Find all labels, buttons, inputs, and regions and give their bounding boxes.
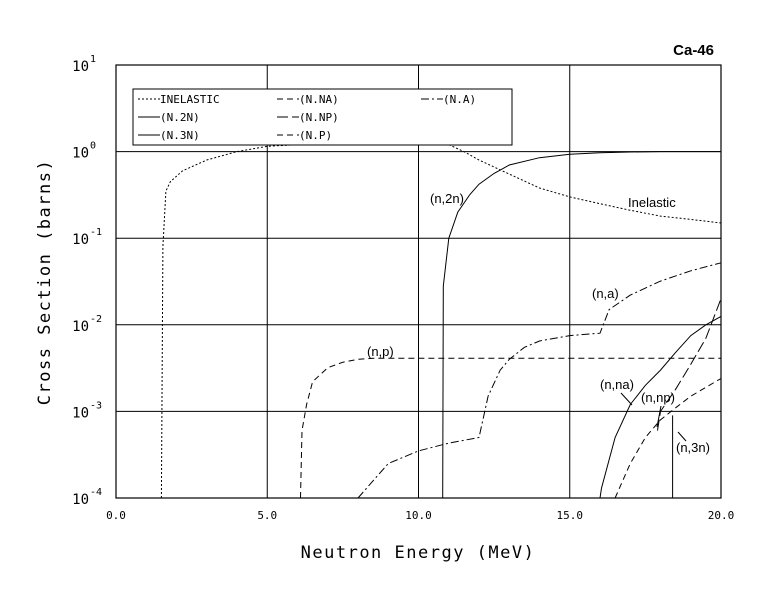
legend-box (132, 88, 513, 146)
y-tick-exponent: -4 (90, 487, 102, 498)
y-tick-label: 10 (72, 405, 89, 421)
x-tick-label: 15.0 (557, 509, 584, 522)
annotation-leader-line (656, 405, 662, 428)
annotation-n-np: (n,np) (641, 390, 675, 405)
y-tick-exponent: -2 (90, 314, 102, 325)
annotation-n-na: (n,na) (600, 377, 634, 392)
chart-title: Ca-46 (673, 42, 714, 59)
annotation-inelastic: Inelastic (628, 195, 676, 210)
legend-entry-n-np: (N.NP) (299, 111, 339, 124)
x-tick-label: 0.0 (106, 509, 126, 522)
legend-entry-n-2n: (N.2N) (160, 111, 200, 124)
series-line-inelastic (160, 143, 722, 499)
x-tick-label: 10.0 (405, 509, 432, 522)
series-line-n-p (300, 357, 721, 499)
y-tick-exponent: -3 (90, 400, 102, 411)
series-lines (160, 143, 722, 499)
legend-entry-n-p: (N.P) (299, 129, 332, 142)
y-tick-exponent: 1 (90, 54, 96, 65)
y-tick-exponent: -1 (90, 227, 102, 238)
annotation-n-p: (n,p) (367, 344, 394, 359)
y-tick-exponent: 0 (90, 141, 96, 152)
series-line-n-np (657, 298, 722, 431)
x-tick-label: 20.0 (708, 509, 735, 522)
y-tick-label: 10 (72, 146, 89, 162)
x-axis-tick-labels: 0.0 5.0 10.0 15.0 20.0 (106, 509, 734, 522)
annotations: Inelastic (n,na) (n,a) (n,2n) (n,np) (n,3n) (n… (367, 191, 710, 455)
legend-entry-n-na: (N.NA) (299, 93, 339, 106)
x-axis-label: Neutron Energy (MeV) (301, 543, 536, 563)
legend-entry-inelastic: INELASTIC (160, 93, 220, 106)
annotation-n-a: (n,a) (592, 286, 619, 301)
series-line-n-na (614, 378, 722, 499)
y-tick-label: 10 (72, 492, 89, 508)
series-line-n-a (357, 262, 722, 499)
series-line-n-3n (599, 315, 722, 499)
legend-entry-n-a: (N.A) (443, 93, 476, 106)
annotation-leader-line (677, 431, 687, 442)
annotation-leader-line (620, 392, 633, 406)
x-tick-label: 5.0 (257, 509, 277, 522)
annotation-n-2n: (n,2n) (430, 191, 464, 206)
y-axis-label: Cross Section (barns) (35, 159, 55, 405)
plot-frame (115, 64, 722, 499)
legend: INELASTIC (N.NA) (N.A) (N.2N) (N.NP) (N.3N) (N… (138, 93, 476, 142)
annotation-n-3n: (n,3n) (676, 440, 710, 455)
y-tick-label: 10 (72, 59, 89, 75)
y-tick-label: 10 (72, 319, 89, 335)
y-tick-label: 10 (72, 232, 89, 248)
legend-entry-n-3n: (N.3N) (160, 129, 200, 142)
series-line-n-2n (442, 151, 721, 499)
